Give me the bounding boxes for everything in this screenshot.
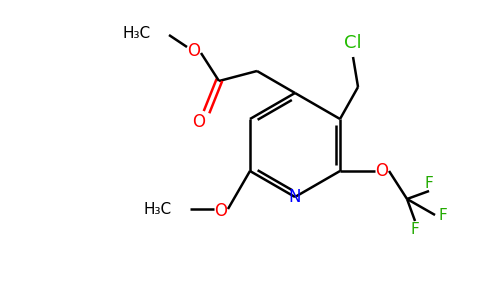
Text: H₃C: H₃C [123, 26, 151, 40]
Text: O: O [193, 113, 206, 131]
Text: O: O [187, 42, 200, 60]
Text: F: F [410, 221, 420, 236]
Text: O: O [376, 162, 389, 180]
Text: Cl: Cl [344, 34, 362, 52]
Text: H₃C: H₃C [144, 202, 172, 217]
Text: O: O [214, 202, 227, 220]
Text: N: N [289, 188, 301, 206]
Text: F: F [439, 208, 447, 223]
Text: F: F [424, 176, 433, 190]
